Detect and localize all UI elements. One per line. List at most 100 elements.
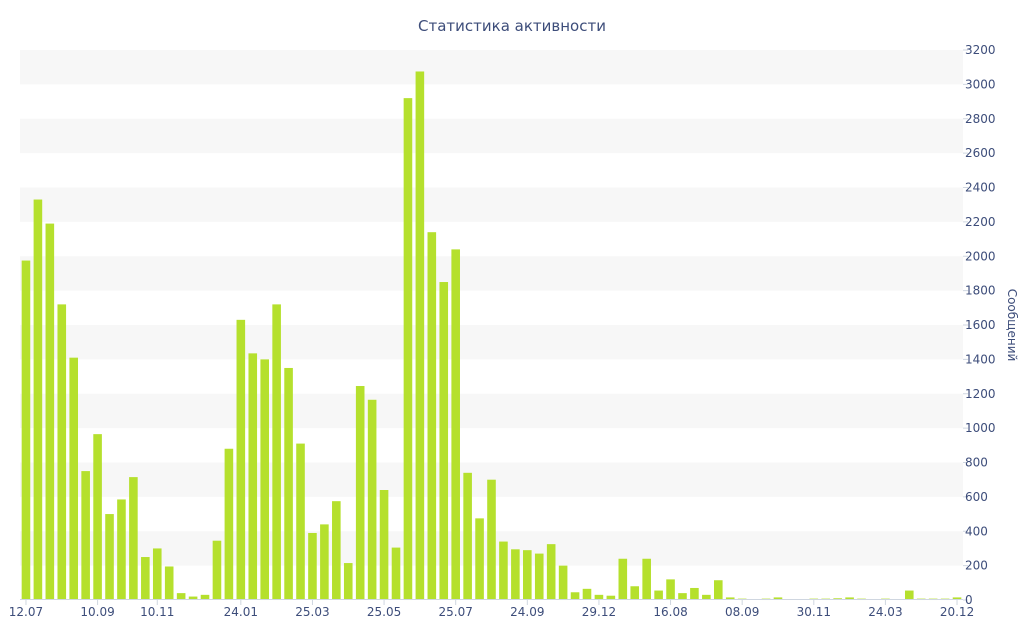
- y-tick-label: 3000: [965, 77, 996, 91]
- bar-series: [21, 71, 962, 601]
- bar[interactable]: [904, 590, 914, 600]
- y-tick-label: 3200: [965, 43, 996, 57]
- bar[interactable]: [403, 98, 413, 601]
- bar[interactable]: [332, 501, 341, 600]
- y-tick-label: 1600: [965, 318, 996, 332]
- bar[interactable]: [511, 549, 520, 600]
- bar[interactable]: [248, 353, 258, 600]
- bar[interactable]: [845, 597, 854, 600]
- x-tick-label: 25.03: [295, 605, 329, 619]
- bar[interactable]: [594, 594, 604, 600]
- y-tick-label: 200: [965, 559, 988, 573]
- bar[interactable]: [666, 579, 675, 601]
- bar[interactable]: [69, 357, 79, 600]
- x-tick-label: 30.11: [797, 605, 831, 619]
- grid-bands: [20, 50, 963, 566]
- bar[interactable]: [463, 472, 472, 600]
- x-tick-label: 20.12: [940, 605, 974, 619]
- bar[interactable]: [105, 514, 114, 600]
- bar[interactable]: [606, 595, 616, 600]
- grid-band: [20, 256, 963, 291]
- y-tick-label: 2400: [965, 181, 996, 195]
- bar[interactable]: [212, 540, 222, 600]
- bar[interactable]: [117, 499, 126, 600]
- bar[interactable]: [582, 588, 592, 600]
- grid-band: [20, 325, 963, 360]
- bar[interactable]: [343, 563, 353, 600]
- bar[interactable]: [451, 249, 460, 601]
- bar[interactable]: [93, 434, 102, 600]
- bar[interactable]: [523, 550, 532, 600]
- bar[interactable]: [355, 386, 365, 600]
- bar[interactable]: [57, 304, 67, 601]
- chart-title: Статистика активности: [418, 17, 606, 35]
- bar[interactable]: [296, 443, 305, 600]
- bar[interactable]: [152, 548, 162, 600]
- bar[interactable]: [487, 479, 496, 600]
- bar[interactable]: [164, 566, 174, 600]
- bar[interactable]: [499, 541, 508, 600]
- bar[interactable]: [21, 260, 31, 600]
- bar[interactable]: [690, 587, 699, 600]
- bar[interactable]: [952, 597, 962, 600]
- y-tick-label: 600: [965, 490, 988, 504]
- bar[interactable]: [260, 359, 269, 601]
- y-tick-label: 1200: [965, 387, 996, 401]
- bar[interactable]: [773, 597, 783, 600]
- bar[interactable]: [654, 590, 663, 600]
- x-tick-label: 25.05: [367, 605, 401, 619]
- bar[interactable]: [81, 471, 90, 600]
- bar[interactable]: [415, 71, 425, 601]
- bar[interactable]: [141, 557, 150, 600]
- bar[interactable]: [45, 223, 55, 600]
- y-axis-label: Сообщений: [1005, 289, 1019, 362]
- bar[interactable]: [200, 594, 210, 600]
- bar[interactable]: [284, 367, 293, 600]
- x-axis-ticks: 12.07 10.09 10.11 24.01 25.03 25.05 25.07 24.09…: [9, 600, 974, 619]
- bar[interactable]: [391, 547, 401, 600]
- y-tick-label: 800: [965, 456, 988, 470]
- bar[interactable]: [320, 524, 329, 601]
- grid-band: [20, 187, 963, 222]
- grid-band: [20, 118, 963, 154]
- bar[interactable]: [379, 490, 389, 600]
- y-tick-label: 0: [965, 593, 973, 607]
- bar[interactable]: [546, 544, 556, 600]
- bar[interactable]: [630, 586, 640, 600]
- bar[interactable]: [224, 448, 234, 600]
- grid-band: [20, 50, 963, 85]
- x-tick-label: 10.09: [80, 605, 114, 619]
- bar[interactable]: [570, 592, 580, 600]
- y-tick-label: 2800: [965, 112, 996, 126]
- bar[interactable]: [702, 594, 711, 600]
- bar[interactable]: [367, 399, 377, 600]
- x-tick-label: 24.09: [510, 605, 544, 619]
- y-tick-label: 1000: [965, 421, 996, 435]
- bar[interactable]: [439, 282, 449, 600]
- bar[interactable]: [176, 593, 186, 601]
- x-tick-label: 24.01: [224, 605, 258, 619]
- bar[interactable]: [558, 565, 568, 601]
- bar[interactable]: [129, 477, 138, 600]
- grid-band: [20, 393, 963, 429]
- x-tick-label: 10.11: [140, 605, 174, 619]
- bar[interactable]: [618, 558, 628, 600]
- bar[interactable]: [427, 232, 437, 600]
- bar[interactable]: [188, 596, 198, 600]
- bar[interactable]: [33, 199, 43, 600]
- y-tick-label: 1400: [965, 352, 996, 366]
- bar[interactable]: [725, 597, 735, 600]
- bar[interactable]: [475, 518, 484, 600]
- y-tick-label: 2000: [965, 249, 996, 263]
- bar[interactable]: [236, 319, 246, 600]
- bar[interactable]: [642, 558, 651, 600]
- bar[interactable]: [272, 304, 281, 601]
- y-tick-label: 2200: [965, 215, 996, 229]
- bar[interactable]: [308, 532, 317, 600]
- x-tick-label: 24.03: [868, 605, 902, 619]
- y-tick-label: 400: [965, 524, 988, 538]
- bar[interactable]: [534, 553, 544, 600]
- y-tick-label: 1800: [965, 284, 996, 298]
- bar[interactable]: [714, 580, 723, 600]
- bar[interactable]: [678, 593, 687, 601]
